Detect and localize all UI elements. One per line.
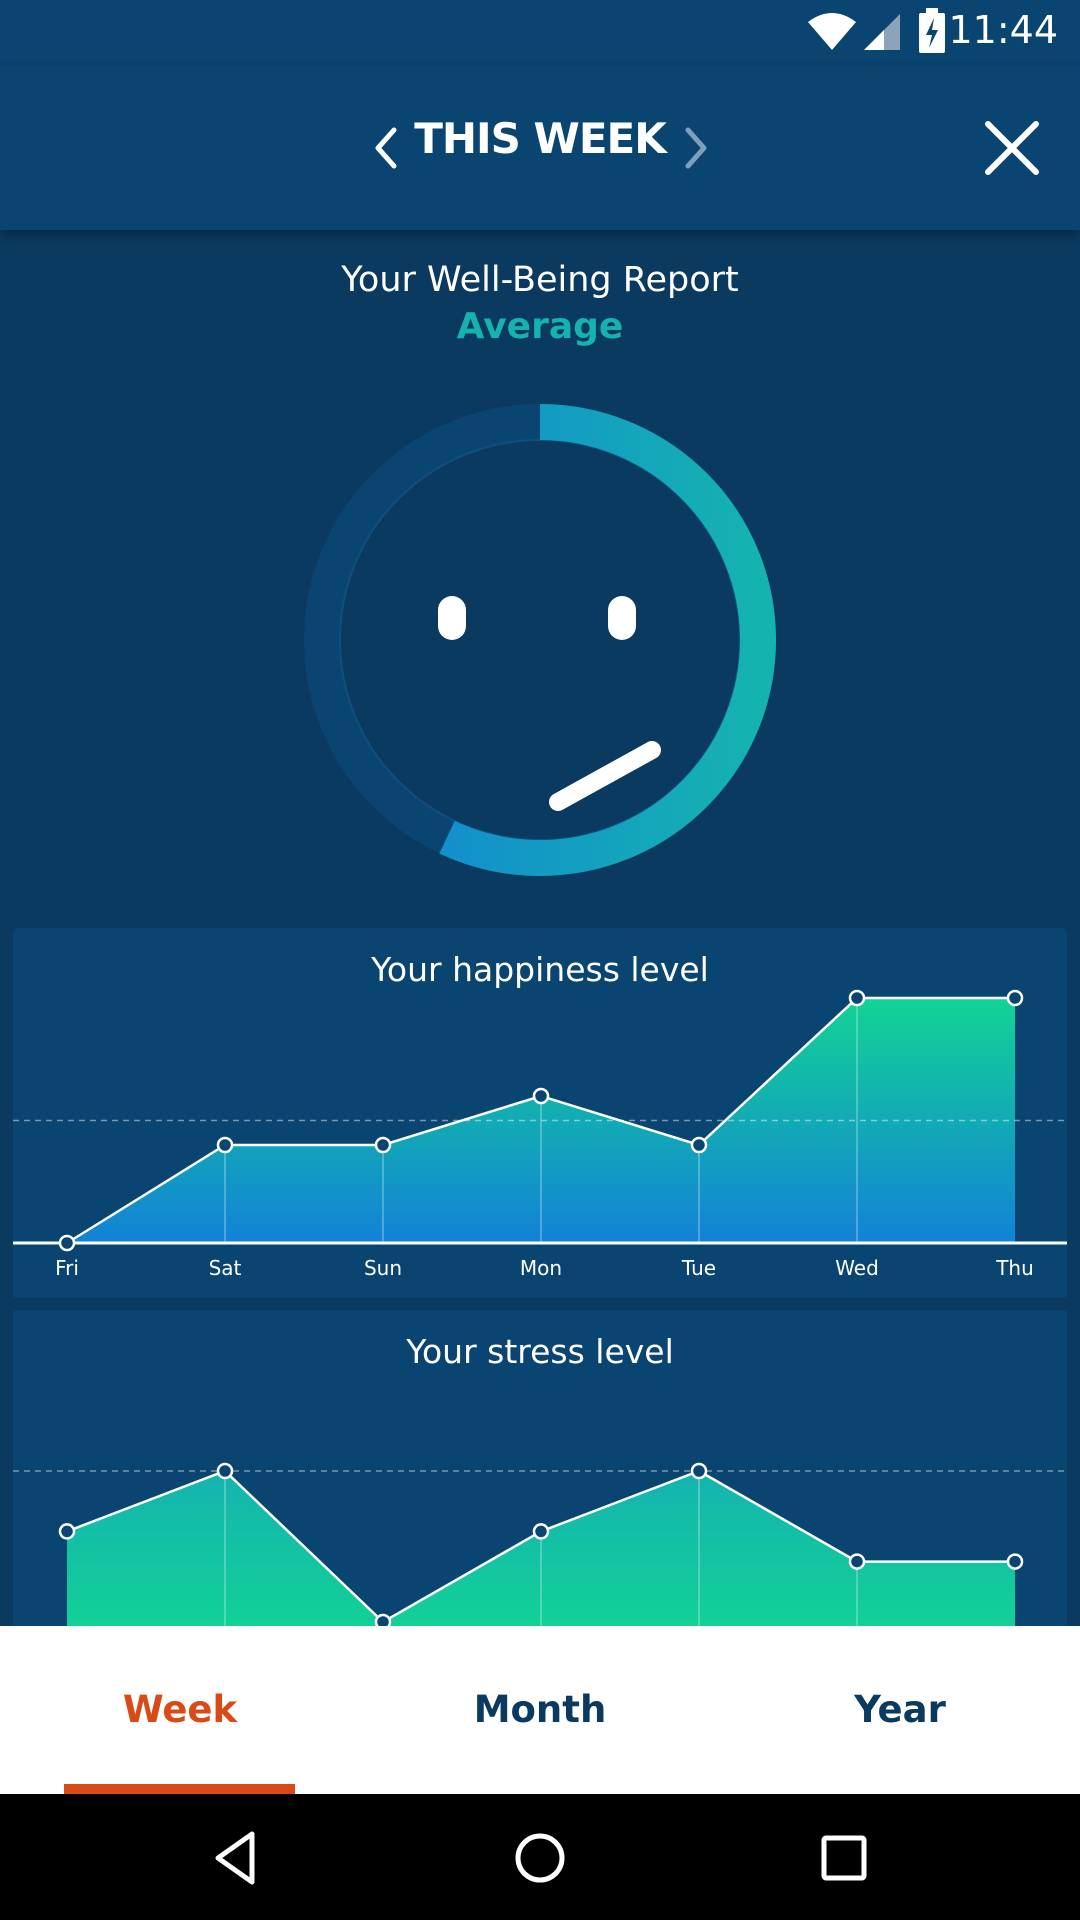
- right-eye: [608, 596, 636, 640]
- header: THIS WEEK: [0, 66, 1080, 230]
- stress-chart: [13, 1462, 1067, 1626]
- report-status: Average: [456, 306, 624, 347]
- chart-point-mon: [532, 1523, 550, 1540]
- stress-chart-title: Your stress level: [406, 1332, 674, 1371]
- tab-week-label: Week: [122, 1688, 238, 1731]
- active-tab-indicator: [64, 1784, 295, 1794]
- chart-point-mon: [532, 1087, 550, 1105]
- happiness-chart: Fri Sat Sun Mon Tue Wed Thu: [13, 989, 1067, 1280]
- chart-point-tue: [690, 1136, 708, 1154]
- tick-label-sun: Sun: [364, 1256, 402, 1280]
- tick-label-tue: Tue: [681, 1256, 716, 1280]
- left-eye: [438, 596, 466, 640]
- chart-point-wed: [848, 1553, 866, 1570]
- chart-point-thu: [1006, 1553, 1024, 1570]
- chart-area: [67, 1471, 1015, 1626]
- mouth: [549, 741, 661, 811]
- system-nav-bar: [0, 1794, 1080, 1920]
- happiness-chart-title: Your happiness level: [371, 950, 709, 989]
- status-time: 11:44: [948, 8, 1058, 52]
- tab-month-label: Month: [473, 1688, 607, 1731]
- tick-label-sat: Sat: [209, 1256, 242, 1280]
- page-title: THIS WEEK: [414, 114, 667, 163]
- happiness-chart-card: Your happiness level Fri Sat Sun Mon Tue Wed T…: [13, 928, 1067, 1298]
- tab-week[interactable]: Week: [0, 1626, 360, 1794]
- chevron-left-icon[interactable]: [366, 122, 406, 174]
- gauge-inner-ring: [339, 439, 741, 841]
- tick-label-wed: Wed: [835, 1256, 879, 1280]
- close-icon[interactable]: [980, 116, 1044, 180]
- chart-point-fri: [58, 1523, 76, 1540]
- chart-point-fri: [58, 1234, 76, 1252]
- wifi-icon: [808, 13, 856, 50]
- tick-label-fri: Fri: [55, 1256, 79, 1280]
- chevron-right-icon[interactable]: [676, 122, 716, 174]
- tab-month[interactable]: Month: [360, 1626, 720, 1794]
- period-tab-bar: Week Month Year: [0, 1626, 1080, 1794]
- tick-label-mon: Mon: [520, 1256, 562, 1280]
- status-bar: 11:44: [0, 0, 1080, 66]
- tab-year-label: Year: [854, 1688, 946, 1731]
- chart-area: [67, 998, 1015, 1243]
- signal-icon: [864, 14, 900, 50]
- content-area: Your Well-Being Report Average Your happ…: [0, 230, 1080, 1626]
- stress-chart-card: Your stress level: [13, 1310, 1067, 1626]
- home-icon[interactable]: [504, 1822, 576, 1894]
- back-icon[interactable]: [200, 1822, 272, 1894]
- wellbeing-gauge: [304, 404, 776, 876]
- chart-point-sat: [216, 1136, 234, 1154]
- chart-point-thu: [1006, 989, 1024, 1007]
- chart-point-sun: [374, 1136, 392, 1154]
- tab-year[interactable]: Year: [720, 1626, 1080, 1794]
- chart-point-wed: [848, 989, 866, 1007]
- report-title: Your Well-Being Report: [341, 260, 739, 300]
- recents-icon[interactable]: [808, 1822, 880, 1894]
- chart-point-sun: [374, 1613, 392, 1626]
- chart-point-tue: [690, 1462, 708, 1480]
- gauge-arc: [304, 404, 776, 876]
- tick-label-thu: Thu: [995, 1256, 1034, 1280]
- chart-point-sat: [216, 1462, 234, 1480]
- battery-charging-icon: [919, 8, 945, 53]
